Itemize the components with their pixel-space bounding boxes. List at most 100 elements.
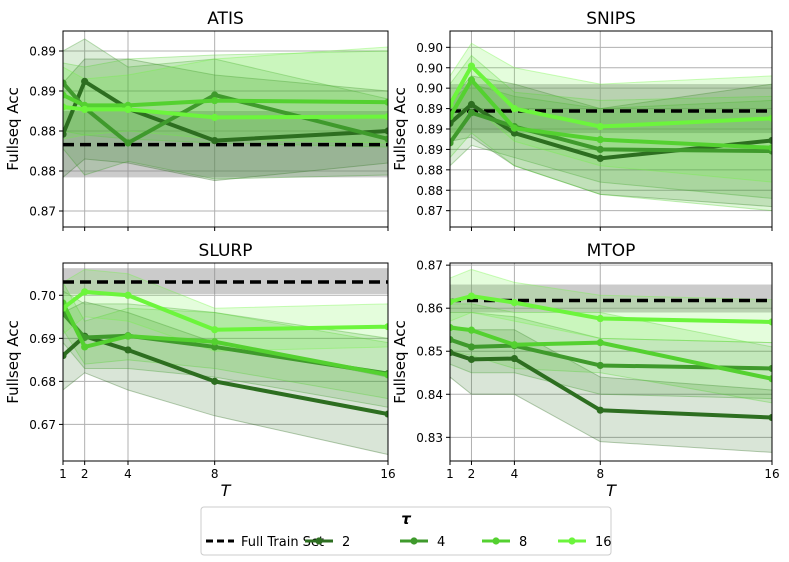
point-tau-4 (211, 343, 219, 351)
axes-frame (62, 262, 389, 462)
legend-full-train-label: Full Train Set (241, 535, 324, 550)
point-tau-2 (467, 355, 476, 364)
y-tick-label: 0.89 (416, 143, 443, 157)
point-tau-8 (63, 91, 67, 99)
plot-area (63, 268, 388, 456)
point-tau-16 (211, 113, 219, 121)
point-tau-2 (450, 348, 454, 357)
point-tau-4 (596, 361, 604, 370)
y-tick-label: 0.68 (29, 375, 56, 389)
y-tick-label: 0.88 (29, 165, 56, 179)
point-tau-8 (450, 323, 454, 332)
legend-entry-tau-16: 16 (558, 535, 612, 550)
point-tau-16 (63, 103, 67, 111)
y-tick-label: 0.85 (416, 345, 443, 359)
point-tau-8 (384, 98, 388, 106)
point-tau-2 (211, 377, 219, 385)
point-tau-8 (510, 341, 518, 349)
y-tick-label: 0.89 (416, 102, 443, 116)
point-tau-8 (81, 343, 89, 351)
x-tick-label: 2 (468, 467, 476, 481)
point-tau-2 (63, 130, 67, 138)
legend-entry-tau-8: 8 (482, 535, 527, 550)
point-tau-16 (124, 105, 132, 113)
point-tau-16 (450, 100, 454, 109)
point-tau-16 (450, 298, 454, 306)
point-tau-2 (384, 410, 388, 418)
point-tau-16 (467, 62, 476, 70)
panel-title: MTOP (587, 241, 636, 261)
y-tick-label: 0.87 (416, 204, 443, 218)
point-tau-4 (450, 139, 454, 147)
point-tau-8 (510, 124, 518, 132)
x-axis-label: T (606, 481, 617, 500)
y-tick-label: 0.89 (416, 123, 443, 137)
point-tau-16 (384, 113, 388, 121)
band-tau-8 (450, 54, 772, 212)
axes-frame (449, 262, 773, 462)
legend-title: τ (401, 510, 411, 528)
y-tick-label: 0.88 (416, 184, 443, 198)
point-tau-2 (768, 413, 772, 422)
point-tau-16 (768, 318, 772, 326)
y-tick-label: 0.86 (416, 302, 443, 316)
panel-snips: 0.87 0.88 0.88 0.89 0.89 0.89 0.90 0.90 0.90 SNIP… (391, 9, 773, 231)
y-tick-label: 0.89 (29, 45, 56, 59)
plot-area (450, 268, 772, 453)
axes-frame (62, 30, 389, 228)
point-tau-16 (81, 105, 89, 113)
legend-marker-tau-16 (568, 537, 576, 545)
panel-title: ATIS (207, 9, 244, 29)
legend-entry-tau-4: 4 (400, 535, 445, 550)
x-tick-label: 4 (511, 467, 519, 481)
point-tau-16 (768, 114, 772, 122)
point-tau-8 (768, 375, 772, 383)
point-tau-8 (124, 332, 132, 340)
point-tau-2 (768, 136, 772, 145)
y-tick-label: 0.84 (416, 388, 443, 402)
legend-label-tau-4: 4 (437, 535, 445, 550)
point-tau-16 (124, 291, 132, 299)
point-tau-2 (384, 127, 388, 135)
point-tau-2 (450, 119, 454, 127)
panel-title: SLURP (199, 241, 253, 261)
x-tick-label: 16 (764, 467, 779, 481)
point-tau-8 (211, 338, 219, 346)
x-tick-label: 8 (596, 467, 604, 481)
y-tick-label: 0.89 (29, 85, 56, 99)
point-tau-8 (384, 371, 388, 379)
y-tick-label: 0.90 (416, 82, 443, 96)
point-tau-2 (124, 346, 132, 354)
point-tau-16 (467, 292, 476, 300)
point-tau-16 (596, 122, 604, 131)
y-tick-label: 0.88 (416, 163, 443, 177)
x-tick-label: 8 (211, 467, 219, 481)
legend: τ Full Train Set 2 4 8 16 (200, 506, 612, 556)
legend-marker-tau-4 (410, 537, 418, 545)
point-tau-16 (510, 104, 518, 113)
band-tau-8 (450, 303, 772, 404)
point-tau-8 (211, 97, 219, 105)
point-tau-4 (467, 109, 476, 117)
y-tick-label: 0.90 (416, 61, 443, 75)
point-tau-8 (467, 76, 476, 84)
y-tick-label: 0.88 (29, 125, 56, 139)
point-tau-2 (63, 351, 67, 360)
legend-frame (200, 506, 612, 556)
panel-slurp: 0.67 0.68 0.69 0.70 1 2 4 8 16 SLURP Fullseq Acc T (4, 241, 396, 500)
x-tick-label: 1 (59, 467, 67, 481)
band-tau-16 (450, 268, 772, 344)
point-tau-8 (450, 113, 454, 121)
full-train-band (450, 284, 772, 313)
point-tau-2 (211, 137, 219, 145)
x-tick-label: 1 (446, 467, 454, 481)
point-tau-4 (211, 91, 219, 99)
x-tick-label: 16 (380, 467, 395, 481)
x-tick-label: 2 (81, 467, 89, 481)
legend-entry-tau-2: 2 (305, 535, 350, 550)
band-tau-2 (450, 324, 772, 453)
y-axis-label: Fullseq Acc (4, 320, 22, 403)
legend-label-tau-2: 2 (342, 535, 350, 550)
point-tau-2 (81, 77, 89, 85)
